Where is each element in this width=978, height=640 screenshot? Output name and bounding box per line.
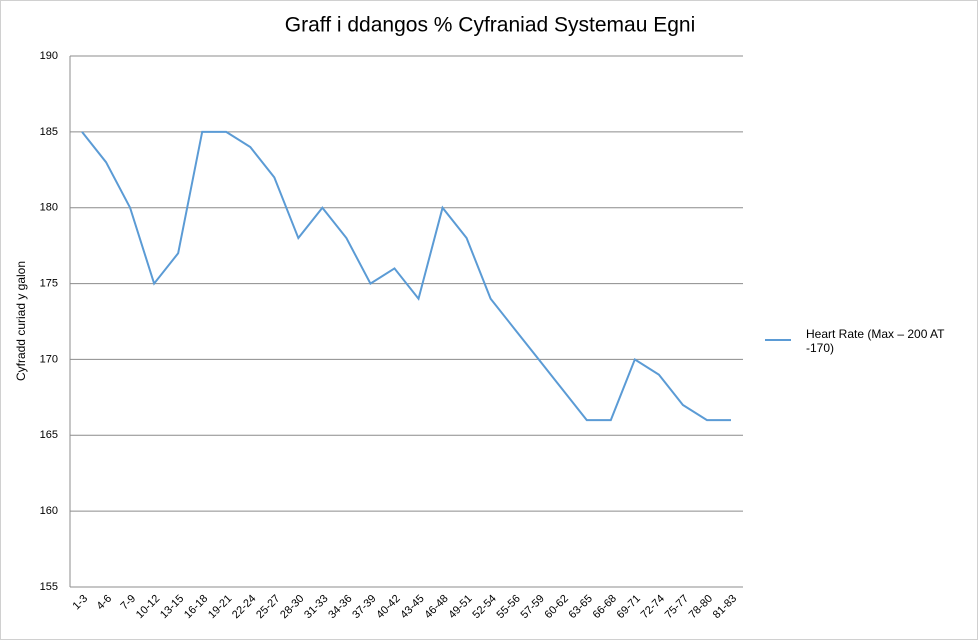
y-tick-label: 160 (40, 505, 58, 517)
x-tick-label: 16-18 (182, 593, 210, 621)
x-tick-label: 52-54 (470, 593, 498, 621)
x-tick-label: 34-36 (326, 593, 354, 621)
y-tick-label: 155 (40, 581, 58, 593)
chart-title: Graff i ddangos % Cyfraniad Systemau Egn… (285, 14, 696, 37)
x-tick-label: 57-59 (518, 593, 546, 621)
x-tick-label: 25-27 (254, 593, 282, 621)
x-tick-label: 46-48 (422, 593, 450, 621)
x-tick-label: 81-83 (711, 593, 739, 621)
y-tick-label: 180 (40, 202, 58, 214)
x-tick-label: 40-42 (374, 593, 402, 621)
y-tick-label: 170 (40, 353, 58, 365)
x-tick-label: 22-24 (230, 593, 258, 621)
x-tick-label: 7-9 (119, 593, 139, 613)
x-tick-label: 13-15 (158, 593, 186, 621)
x-tick-label: 19-21 (206, 593, 234, 621)
y-tick-label: 175 (40, 277, 58, 289)
x-tick-label: 10-12 (134, 593, 162, 621)
x-tick-label: 55-56 (494, 593, 522, 621)
x-tick-label: 4-6 (94, 593, 114, 613)
x-tick-label: 69-71 (615, 593, 643, 621)
x-tick-label: 31-33 (302, 593, 330, 621)
x-tick-label: 63-65 (567, 593, 595, 621)
x-tick-label: 72-74 (639, 593, 667, 621)
x-tick-label: 1-3 (70, 593, 90, 613)
x-tick-label: 43-45 (398, 593, 426, 621)
x-tick-label: 78-80 (687, 593, 715, 621)
x-tick-label: 37-39 (350, 593, 378, 621)
x-tick-label: 66-68 (591, 593, 619, 621)
y-tick-label: 185 (40, 126, 58, 138)
x-tick-label: 49-51 (446, 593, 474, 621)
x-tick-label: 28-30 (278, 593, 306, 621)
y-axis-label: Cyfradd curiad y galon (14, 261, 28, 381)
x-tick-label: 60-62 (543, 593, 571, 621)
data-line (81, 130, 731, 422)
y-tick-label: 190 (40, 50, 58, 62)
y-tick-label: 165 (40, 429, 58, 441)
legend-label: Heart Rate (Max – 200 AT -170) (806, 327, 945, 355)
x-tick-label: 75-77 (663, 593, 691, 621)
